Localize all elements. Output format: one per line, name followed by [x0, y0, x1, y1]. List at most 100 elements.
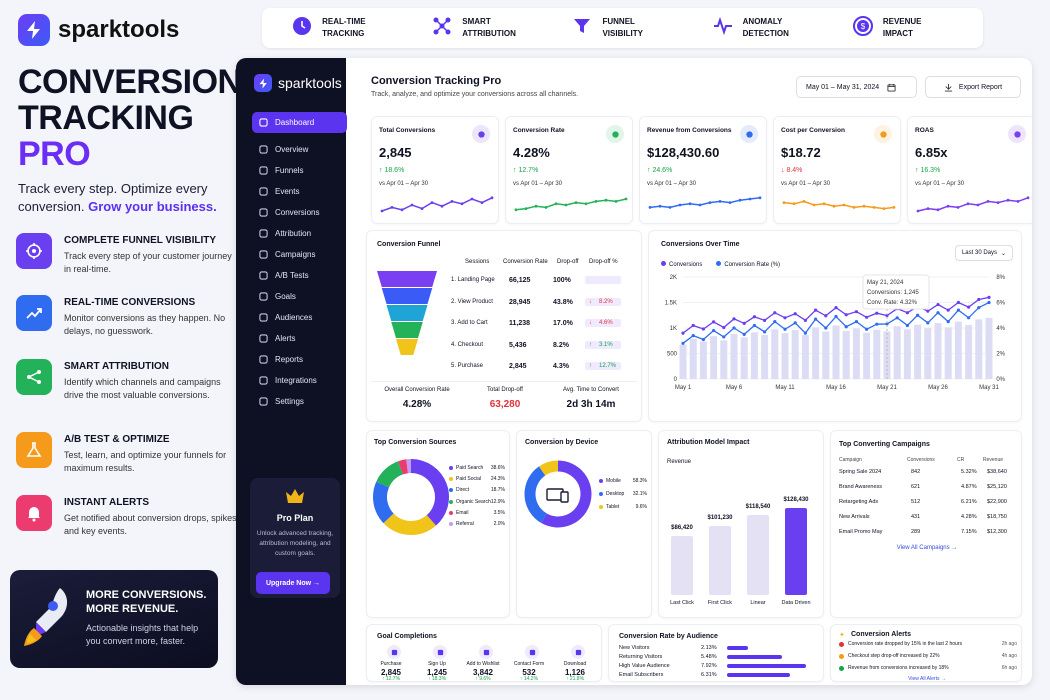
- data-point: [956, 308, 960, 312]
- sidebar-item-label: Conversions: [275, 208, 320, 217]
- export-report-button[interactable]: Export Report: [925, 76, 1021, 98]
- alert-text: Conversion rate dropped by 15% in the la…: [848, 641, 962, 647]
- audience-name: New Visitors: [619, 645, 650, 651]
- attribution-bar: [709, 526, 731, 595]
- strip-item: SMART ATTRIBUTION: [432, 16, 532, 41]
- goal-value: 3,842: [472, 668, 494, 677]
- funnel-step: 4. Checkout: [451, 341, 484, 348]
- kpi-card: Revenue from Conversions $128,430.60 ↑ 24.…: [639, 116, 767, 224]
- kpi-value: $128,430.60: [647, 145, 720, 160]
- strip-item: ANOMALY DETECTION: [713, 16, 813, 41]
- kpi-label: Total Conversions: [379, 127, 436, 134]
- funnel-rate: 4.3%: [553, 363, 569, 370]
- kpi-period: vs Apr 01 – Apr 30: [379, 181, 429, 187]
- feature-item: A/B TEST & OPTIMIZE Test, learn, and opti…: [16, 432, 241, 475]
- data-point: [844, 325, 848, 329]
- conversion-bar: [730, 333, 738, 379]
- y-tick-label: 1K: [670, 326, 677, 332]
- conversion-bar: [699, 341, 707, 379]
- conversion-funnel-card: Conversion Funnel Sessions Conversion Rat…: [366, 230, 642, 422]
- sidebar-item-reports[interactable]: Reports: [252, 349, 347, 370]
- bar-value: $101,230: [707, 515, 733, 522]
- hero-line: TRACKING: [18, 99, 194, 137]
- view-all-alerts-link[interactable]: View All Alerts →: [908, 676, 946, 682]
- strip-label: REAL-TIME TRACKING: [322, 16, 392, 40]
- feature-text: REAL-TIME CONVERSIONS Monitor conversions…: [64, 295, 241, 338]
- sidebar-item-settings[interactable]: Settings: [252, 391, 347, 412]
- feature-desc: Track every step of your customer journe…: [64, 251, 232, 274]
- date-range-picker[interactable]: May 01 – May 31, 2024: [796, 76, 917, 98]
- donut-slice: [383, 513, 436, 535]
- sidebar-item-overview[interactable]: Overview: [252, 139, 347, 160]
- legend-swatch: [449, 477, 453, 482]
- campaign-cell: New Arrivals: [839, 514, 870, 520]
- card-title: Conversion Rate by Audience: [619, 633, 718, 640]
- goal-change: ↑ 21.8%: [565, 676, 585, 682]
- data-point: [722, 335, 726, 339]
- card-title: Conversions Over Time: [661, 241, 740, 248]
- sidebar-brand: sparktools: [278, 75, 342, 91]
- kpi-label: Conversion Rate: [513, 127, 565, 134]
- sidebar-item-integrations[interactable]: Integrations: [252, 370, 347, 391]
- source-name: Paid Search: [456, 465, 484, 471]
- pulse-icon: [713, 16, 733, 41]
- data-point: [905, 323, 909, 328]
- flask-icon: [16, 432, 52, 468]
- sidebar-item-attribution[interactable]: Attribution: [252, 223, 347, 244]
- alert-icon: [839, 642, 844, 647]
- legend-swatch: [449, 522, 453, 526]
- kpi-period: vs Apr 01 – Apr 30: [513, 181, 563, 187]
- campaign-cell: 431: [911, 514, 921, 520]
- download-icon: [944, 83, 953, 92]
- sidebar-item-goals[interactable]: Goals: [252, 286, 347, 307]
- ab-test-icon: [258, 271, 268, 281]
- legend-item: Conversion Rate (%): [716, 261, 780, 268]
- network-icon: [432, 16, 452, 41]
- funnel-step: 1. Landing Page: [451, 277, 495, 283]
- user-icon: [433, 645, 447, 659]
- conversion-bar: [863, 332, 871, 379]
- hero-title: CONVERSION TRACKING PRO: [18, 64, 243, 172]
- sidebar-item-events[interactable]: Events: [252, 181, 347, 202]
- kpi-label: ROAS: [915, 127, 934, 134]
- sidebar-item-alerts[interactable]: Alerts: [252, 328, 347, 349]
- sidebar-item-campaigns[interactable]: Campaigns: [252, 244, 347, 265]
- campaign-cell: Email Promo May: [839, 529, 883, 535]
- upgrade-button[interactable]: Upgrade Now →: [256, 572, 330, 594]
- sidebar-logo[interactable]: sparktools: [254, 74, 342, 92]
- sidebar-item-conversions[interactable]: Conversions: [252, 202, 347, 223]
- kpi-value: $18.72: [781, 145, 821, 160]
- funnel-step: 2. View Product: [451, 298, 493, 305]
- sidebar-item-funnels[interactable]: Funnels: [252, 160, 347, 181]
- svg-text:$: $: [861, 22, 866, 31]
- range-select[interactable]: Last 30 Days ⌄: [955, 245, 1013, 261]
- clock-icon: [292, 16, 312, 41]
- data-point: [712, 320, 716, 324]
- reports-icon: [258, 355, 268, 365]
- conversion-bar: [924, 328, 932, 379]
- card-title: Conversion Alerts: [851, 631, 912, 638]
- sidebar-item-dashboard[interactable]: Dashboard: [252, 112, 347, 133]
- view-all-campaigns-link[interactable]: View All Campaigns →: [896, 545, 958, 551]
- device-name: Mobile: [606, 478, 621, 484]
- strip-label: FUNNEL VISIBILITY: [602, 16, 672, 40]
- campaign-cell: 4.28%: [961, 514, 977, 520]
- kpi-change: ↑ 16.3%: [915, 167, 941, 174]
- legend-swatch: [599, 479, 603, 483]
- sidebar-item-label: Funnels: [275, 166, 304, 175]
- goal-value: 1,245: [426, 668, 448, 677]
- target-icon: [16, 233, 52, 269]
- strip-line: ATTRIBUTION: [462, 29, 516, 38]
- conversion-bar: [975, 319, 983, 379]
- sidebar-item-audiences[interactable]: Audiences: [252, 307, 347, 328]
- source-name: Email: [456, 509, 469, 516]
- y-right-tick-label: 4%: [996, 326, 1005, 332]
- tooltip-date: May 21, 2024: [867, 280, 904, 286]
- sidebar-item-a-b-tests[interactable]: A/B Tests: [252, 265, 347, 286]
- divider: [371, 381, 637, 382]
- data-point: [916, 313, 920, 317]
- data-point: [885, 313, 889, 318]
- dropoff-pct: 8.2%: [599, 298, 613, 305]
- kpi-value: 4.28%: [513, 145, 550, 160]
- y-right-tick-label: 2%: [996, 352, 1005, 358]
